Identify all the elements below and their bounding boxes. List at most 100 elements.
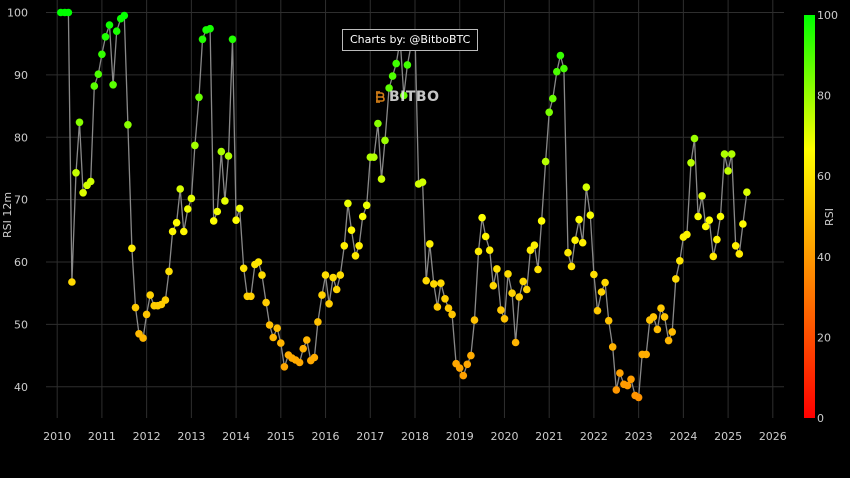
x-tick-label: 2010 [43, 430, 71, 443]
rsi-point [269, 333, 278, 342]
rsi-point [519, 277, 527, 286]
rsi-point [146, 291, 154, 299]
rsi-point [340, 242, 349, 250]
rsi-point [392, 59, 401, 68]
rsi-point [672, 275, 680, 283]
rsi-point [739, 220, 747, 228]
rsi-point [549, 94, 557, 103]
rsi-point [273, 324, 282, 333]
rsi-point [235, 204, 244, 213]
rsi-point [504, 270, 512, 278]
rsi-point [347, 226, 356, 234]
y-axis-label: RSI 12m [1, 192, 14, 238]
rsi-point [422, 276, 431, 285]
rsi-point [508, 289, 516, 298]
rsi-point [176, 185, 184, 193]
rsi-point [683, 230, 691, 239]
rsi-point [254, 258, 263, 266]
rsi-point [195, 93, 203, 102]
rsi-point [444, 304, 453, 313]
rsi-series-line [60, 11, 748, 399]
rsi-point [604, 316, 613, 325]
rsi-point [336, 271, 345, 279]
rsi-point [701, 222, 710, 231]
rsi-point [593, 306, 602, 315]
rsi-point [493, 265, 501, 273]
rsi-point [653, 325, 662, 334]
rsi-point [553, 67, 561, 76]
rsi-point [556, 51, 565, 60]
rsi-point [743, 188, 751, 196]
rsi-point [64, 8, 73, 17]
rsi-point [321, 271, 330, 279]
rsi-point [709, 252, 718, 261]
rsi-point [310, 353, 319, 362]
rsi-point [277, 339, 285, 347]
x-tick-label: 2024 [669, 430, 697, 443]
rsi-point [109, 81, 117, 89]
x-tick-label: 2021 [535, 430, 563, 443]
rsi-point [94, 70, 103, 78]
rsi-point [481, 232, 490, 241]
rsi-point [523, 285, 531, 294]
rsi-point [534, 265, 542, 274]
rsi-point [448, 310, 456, 319]
rsi-point [571, 236, 579, 244]
rsi-point [485, 246, 494, 254]
rsi-point [112, 27, 121, 35]
rsi-point [101, 33, 110, 41]
colorbar-tick-label: 60 [817, 170, 831, 183]
rsi-point [98, 50, 106, 59]
y-tick-label: 70 [14, 194, 28, 207]
rsi-point [664, 336, 673, 345]
rsi-point [303, 336, 311, 344]
rsi-point [537, 217, 546, 225]
rsi-point [623, 381, 632, 390]
rsi-point [500, 315, 509, 323]
rsi-point [634, 393, 643, 402]
rsi-point [217, 147, 226, 156]
rsi-point [142, 310, 151, 319]
rsi-point [124, 121, 132, 129]
y-tick-label: 40 [14, 381, 28, 394]
rsi-point [649, 313, 658, 321]
x-tick-label: 2012 [133, 430, 161, 443]
rsi-point [660, 313, 669, 321]
rsi-point [355, 242, 363, 250]
rsi-point [515, 293, 523, 301]
rsi-point [247, 292, 255, 301]
rsi-point [262, 298, 270, 307]
rsi-point [567, 262, 576, 271]
rsi-point [139, 334, 147, 342]
rsi-point [657, 304, 665, 313]
x-tick-label: 2014 [222, 430, 250, 443]
rsi-point [258, 271, 266, 279]
rsi-point [388, 72, 397, 80]
colorbar-label: RSI [823, 208, 836, 226]
y-tick-label: 100 [7, 6, 28, 19]
rsi-point [716, 212, 725, 221]
rsi-point [418, 178, 427, 186]
rsi-point [187, 194, 196, 203]
rsi-point [358, 212, 367, 221]
rsi-point [467, 351, 475, 360]
rsi-point [441, 295, 449, 303]
x-tick-label: 2016 [312, 430, 340, 443]
rsi-point [370, 153, 378, 161]
rsi-point [329, 273, 337, 282]
x-tick-label: 2020 [490, 430, 518, 443]
rsi-point [90, 82, 99, 90]
y-tick-label: 50 [14, 318, 28, 331]
rsi-point [676, 257, 684, 265]
rsi-point [265, 321, 274, 329]
rsi-point [433, 303, 442, 311]
rsi-point [120, 11, 129, 20]
rsi-point [724, 167, 732, 175]
bitbo-logo: BITBO [374, 89, 440, 105]
rsi-point [344, 199, 352, 208]
rsi-point [582, 183, 591, 191]
colorbar-tick-label: 80 [817, 90, 831, 103]
rsi-point [720, 150, 729, 158]
rsi-point [161, 296, 170, 304]
grid-lines [46, 0, 784, 418]
